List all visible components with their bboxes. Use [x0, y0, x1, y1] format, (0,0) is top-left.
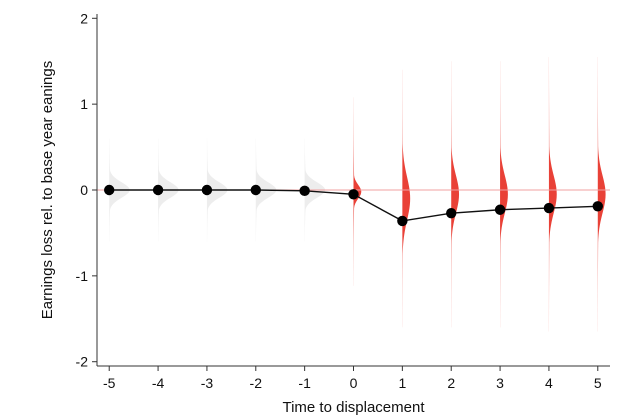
y-tick-label: -1 — [76, 268, 89, 284]
tick-labels: -2 -1 0 1 2 -5 -4 -3 -2 -1 0 1 2 3 4 5 — [76, 10, 602, 391]
data-point — [299, 185, 310, 197]
data-point — [201, 184, 213, 196]
x-tick-label: 4 — [545, 375, 553, 391]
axes — [92, 14, 610, 371]
data-point — [592, 201, 603, 212]
x-tick-label: -5 — [103, 375, 116, 391]
data-point — [250, 184, 261, 196]
density-2 — [451, 61, 460, 328]
y-tick-label: 0 — [80, 182, 88, 198]
data-point — [397, 215, 408, 227]
data-point — [152, 184, 164, 196]
x-tick-label: 3 — [496, 375, 504, 391]
data-point — [446, 207, 457, 219]
data-point — [494, 204, 506, 215]
density-5 — [597, 56, 606, 332]
data-point — [348, 189, 359, 200]
x-tick-label: -2 — [250, 375, 263, 391]
data-point — [543, 202, 555, 214]
density-1 — [402, 69, 411, 328]
x-tick-label: 1 — [398, 375, 406, 391]
x-axis-title: Time to displacement — [282, 399, 425, 416]
y-axis-title: Earnings loss rel. to base year eanings — [39, 61, 56, 319]
x-tick-label: 0 — [350, 375, 358, 391]
y-tick-label: 1 — [80, 96, 88, 112]
x-tick-label: 2 — [447, 375, 455, 391]
x-tick-label: -1 — [298, 375, 311, 391]
density-4 — [548, 56, 557, 332]
density-3 — [500, 61, 508, 328]
x-tick-label: 5 — [594, 375, 602, 391]
data-point — [104, 184, 115, 196]
x-tick-label: -3 — [201, 375, 214, 391]
series-layer — [104, 184, 603, 227]
y-tick-label: 2 — [80, 10, 88, 26]
y-tick-label: -2 — [76, 354, 89, 370]
x-tick-label: -4 — [152, 375, 165, 391]
